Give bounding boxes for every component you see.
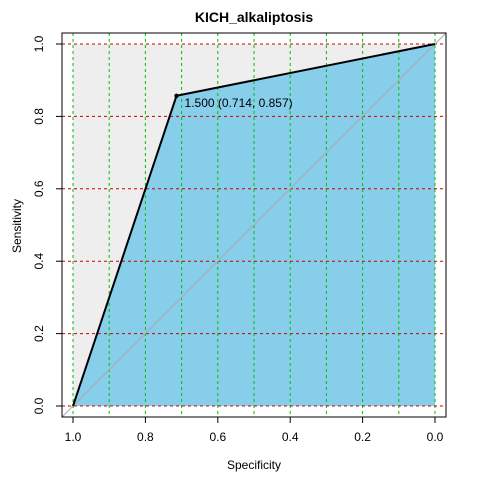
x-tick-label: 0.0	[427, 430, 444, 444]
x-tick-label: 0.6	[209, 430, 226, 444]
y-tick-label: 1.0	[32, 35, 46, 52]
y-tick-label: 0.2	[32, 325, 46, 342]
chart-title: KICH_alkaliptosis	[195, 9, 313, 25]
diagonal-reference-line	[61, 32, 447, 418]
x-tick-label: 0.8	[137, 430, 154, 444]
y-axis-title: Sensitivity	[10, 199, 24, 253]
plot-area: 1.500 (0.714, 0.857)	[61, 32, 447, 418]
plot-frame	[61, 32, 447, 418]
y-tick-label: 0.8	[32, 108, 46, 125]
x-axis-title: Specificity	[227, 458, 281, 472]
best-threshold-point	[174, 93, 179, 98]
best-threshold-label: 1.500 (0.714, 0.857)	[185, 96, 293, 110]
x-tick-label: 0.4	[282, 430, 299, 444]
y-tick-label: 0.0	[32, 397, 46, 414]
y-tick-label: 0.6	[32, 180, 46, 197]
y-tick-label: 0.4	[32, 253, 46, 270]
axes: 1.0 0.8 0.6 0.4 0.2 0.0 0.0 0.2 0.4 0.6 0.8 1.0	[32, 32, 447, 444]
x-tick-label: 1.0	[65, 430, 82, 444]
x-tick-label: 0.2	[354, 430, 371, 444]
